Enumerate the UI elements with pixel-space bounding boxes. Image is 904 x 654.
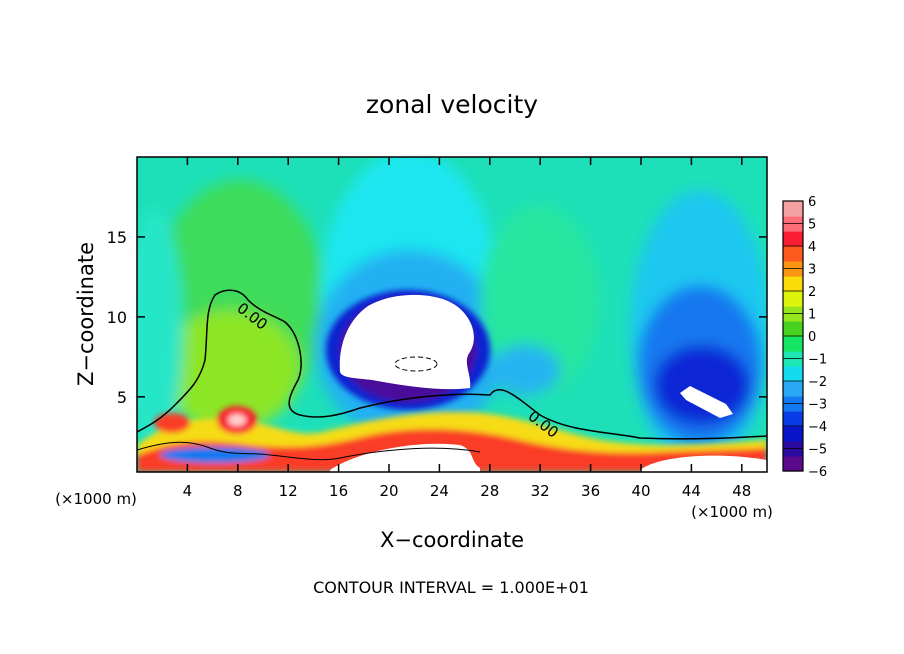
colorbar-swatch: [783, 201, 803, 217]
surface-contour-line: [137, 441, 481, 461]
zero-contour-line: [137, 289, 767, 440]
colorbar: 6 5 4 3 2 1 0 −1 −2 −3 −4 −5 −6: [782, 195, 827, 480]
y-tick-label: 15: [107, 228, 127, 247]
colorbar-tick-label: −4: [808, 420, 827, 435]
x-tick-label: 16: [329, 482, 348, 500]
x-tick-label: 40: [631, 482, 650, 500]
x-tick-label: 4: [183, 482, 193, 500]
right-deep-blue-core: [654, 345, 750, 425]
x-unit-label-left: (×1000 m): [55, 490, 137, 508]
colorbar-tick-label: −5: [808, 443, 827, 458]
velocity-field: 0.00 0.00: [137, 157, 767, 472]
x-tick-label: 48: [732, 482, 751, 500]
x-axis-title: X−coordinate: [380, 528, 524, 552]
mid-blue-patch: [490, 345, 560, 395]
colorbar-swatch: [783, 291, 803, 307]
x-tick-label: 12: [279, 482, 298, 500]
colorbar-swatch: [783, 411, 803, 427]
colorbar-swatch: [783, 276, 803, 292]
colorbar-tick-label: 5: [808, 218, 816, 233]
colorbar-tick-label: −1: [808, 353, 827, 368]
x-tick-label: 24: [430, 482, 449, 500]
x-tick-label: 32: [531, 482, 550, 500]
x-unit-label-right: (×1000 m): [691, 503, 773, 521]
near-surface-blue: [160, 447, 270, 463]
y-axis-title: Z−coordinate: [74, 242, 98, 386]
x-tick-label: 20: [379, 482, 398, 500]
colorbar-swatch: [783, 381, 803, 397]
colorbar-tick-label: −3: [808, 398, 827, 413]
colorbar-tick-label: 1: [808, 308, 816, 323]
saturated-low-blob-right: [680, 386, 733, 418]
colorbar-tick-label: −6: [808, 465, 827, 480]
jet-max-2km: [154, 413, 190, 433]
yellowgreen-region: [160, 310, 300, 430]
y-tick-label: 10: [107, 308, 127, 327]
x-tick-label: 28: [480, 482, 499, 500]
colorbar-swatch: [783, 426, 803, 442]
colorbar-tick-label: 6: [808, 195, 816, 210]
colorbar-swatch: [783, 231, 803, 247]
colorbar-tick-label: 2: [808, 285, 816, 300]
colorbar-swatch: [783, 366, 803, 382]
chart-title: zonal velocity: [366, 90, 538, 119]
x-tick-label: 8: [233, 482, 243, 500]
colorbar-tick-label: −2: [808, 375, 827, 390]
colorbar-tick-label: 0: [808, 330, 816, 345]
colorbar-swatch: [783, 456, 803, 472]
saturated-high-surface-mid: [330, 443, 480, 472]
colorbar-swatch: [783, 246, 803, 262]
x-tick-label: 36: [581, 482, 600, 500]
left-cyan-strip: [137, 210, 183, 450]
colorbar-tick-label: 4: [808, 240, 816, 255]
x-tick-label: 44: [682, 482, 701, 500]
saturated-high-surface-right: [640, 455, 767, 472]
colorbar-tick-label: 3: [808, 263, 816, 278]
y-tick-label: 5: [117, 388, 127, 407]
colorbar-swatch: [783, 336, 803, 352]
plot-frame: [136, 156, 768, 473]
saturated-low-blob-main: [339, 294, 474, 390]
contour-interval-note: CONTOUR INTERVAL = 1.000E+01: [313, 578, 589, 597]
x-axis: 4 8 12 16 20 24 28 32 36 40 44 48: [183, 157, 751, 500]
dashed-contour-loop: [394, 356, 438, 372]
colorbar-swatch: [783, 321, 803, 337]
y-axis: 5 10 15: [107, 228, 767, 407]
jet-core-8km: [228, 414, 246, 426]
